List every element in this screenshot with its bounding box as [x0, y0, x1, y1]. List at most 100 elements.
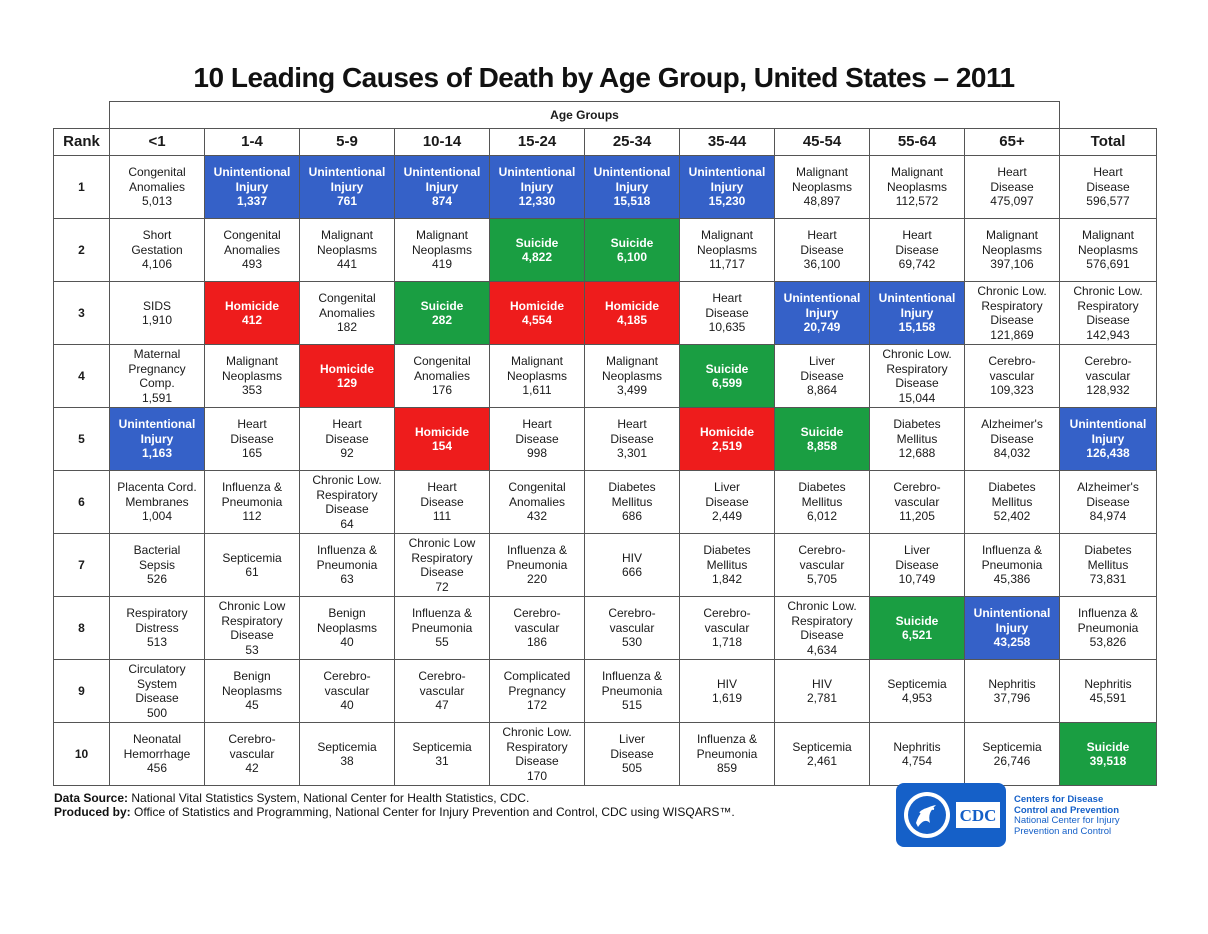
death-count: 353: [241, 383, 263, 398]
death-count: 3,301: [616, 446, 648, 461]
cause-cell: Unintentional Injury 1,163: [109, 407, 205, 471]
cause-cell: Respiratory Distress 513: [109, 596, 205, 660]
cause-name: Unintentional Injury: [308, 165, 386, 194]
cause-cell: Septicemia 61: [204, 533, 300, 597]
cause-cell: Benign Neoplasms 40: [299, 596, 395, 660]
cause-name: Nephritis: [1084, 676, 1132, 691]
death-count: 55: [435, 635, 449, 650]
cause-name: Unintentional Injury: [593, 165, 671, 194]
death-count: 12,330: [518, 194, 556, 209]
table-row: 4 Maternal Pregnancy Comp. 1,591 Malignant …: [53, 344, 1157, 408]
age-column-header: 35-44: [679, 128, 775, 156]
cause-name: Chronic Low. Respiratory Disease: [502, 725, 572, 768]
cause-name: Influenza & Pneumonia: [221, 480, 283, 509]
death-count: 2,461: [806, 754, 838, 768]
death-count: 576,691: [1086, 257, 1130, 272]
cause-name: Cerebro- vascular: [798, 543, 846, 572]
death-count: 112,572: [895, 194, 939, 209]
data-source-label: Data Source:: [54, 791, 129, 805]
death-count: 11,717: [709, 257, 745, 272]
death-count: 109,323: [990, 383, 1034, 398]
cause-name: Cerebro- vascular: [418, 669, 466, 698]
death-count: 475,097: [990, 194, 1034, 209]
cause-cell: Influenza & Pneumonia 515: [584, 659, 680, 723]
death-count: 4,554: [521, 313, 553, 327]
cause-cell: Heart Disease 111: [394, 470, 490, 534]
cause-cell: Nephritis 4,754: [869, 722, 965, 786]
cdc-logo-text: Centers for Disease Control and Preventi…: [1014, 794, 1120, 837]
cause-cell: Liver Disease 2,449: [679, 470, 775, 534]
age-column-header: <1: [109, 128, 205, 156]
death-count: 48,897: [803, 194, 841, 209]
cause-cell: Congenital Anomalies 182: [299, 281, 395, 345]
cause-name: Suicide: [420, 298, 464, 313]
rank-cell: 8: [53, 596, 110, 660]
cause-name: Suicide: [895, 613, 939, 628]
cause-name: Malignant Neoplasms: [791, 165, 853, 194]
death-count: 38: [340, 754, 354, 768]
death-count: 64: [340, 516, 354, 531]
cause-cell: Chronic Low. Respiratory Disease 121,869: [964, 281, 1060, 345]
cause-name: Heart Disease: [800, 228, 844, 257]
produced-by-text: Office of Statistics and Programming, Na…: [130, 805, 735, 819]
cause-cell: Unintentional Injury 874: [394, 155, 490, 219]
footer-notes: Data Source: National Vital Statistics S…: [54, 791, 735, 819]
cause-cell: Cerebro- vascular 5,705: [774, 533, 870, 597]
table-row: 1 Congenital Anomalies 5,013 Unintentional …: [53, 155, 1157, 219]
table-row: 2 Short Gestation 4,106 Congenital Anomalie…: [53, 218, 1157, 282]
data-source-line: Data Source: National Vital Statistics S…: [54, 791, 735, 805]
cause-name: Chronic Low. Respiratory Disease: [312, 473, 382, 516]
cause-cell: Suicide 4,822: [489, 218, 585, 282]
age-column-header: 15-24: [489, 128, 585, 156]
cause-name: Benign Neoplasms: [316, 606, 378, 635]
cause-cell: Malignant Neoplasms 48,897: [774, 155, 870, 219]
cause-name: Heart Disease: [230, 417, 274, 446]
death-count: 6,012: [806, 509, 838, 524]
cause-cell: Chronic Low Respiratory Disease 53: [204, 596, 300, 660]
cause-cell: SIDS 1,910: [109, 281, 205, 345]
cause-cell: Maternal Pregnancy Comp. 1,591: [109, 344, 205, 408]
cause-cell: Septicemia 26,746: [964, 722, 1060, 786]
cause-cell: Influenza & Pneumonia 220: [489, 533, 585, 597]
cause-name: Chronic Low Respiratory Disease: [218, 599, 286, 642]
death-count: 182: [336, 320, 358, 335]
table-row: 10 Neonatal Hemorrhage 456 Cerebro- vascula…: [53, 722, 1157, 786]
cause-name: Chronic Low. Respiratory Disease: [1073, 284, 1143, 327]
death-count: 40: [340, 698, 354, 713]
cause-name: Septicemia: [317, 739, 377, 754]
cause-cell: Malignant Neoplasms 1,611: [489, 344, 585, 408]
cause-name: Malignant Neoplasms: [886, 165, 948, 194]
cause-cell: Chronic Low. Respiratory Disease 64: [299, 470, 395, 534]
cause-cell: Heart Disease 69,742: [869, 218, 965, 282]
cause-name: Chronic Low. Respiratory Disease: [977, 284, 1047, 327]
cause-cell: Diabetes Mellitus 686: [584, 470, 680, 534]
column-header-row: Rank <1 1-4 5-9 10-14 15-24 25-34 35-44 45-54 55-…: [53, 128, 1157, 156]
death-count: 142,943: [1086, 327, 1130, 342]
rank-cell: 10: [53, 722, 110, 786]
death-count: 513: [146, 635, 168, 650]
cause-name: Septicemia: [792, 739, 852, 754]
cause-name: Nephritis: [988, 676, 1036, 691]
cause-name: Placenta Cord. Membranes: [117, 480, 197, 509]
cause-name: Chronic Low. Respiratory Disease: [882, 347, 952, 390]
death-count: 220: [526, 572, 548, 587]
cause-name: Diabetes Mellitus: [893, 417, 941, 446]
rank-cell: 3: [53, 281, 110, 345]
cause-cell: Heart Disease 10,635: [679, 281, 775, 345]
cause-name: Septicemia: [982, 739, 1042, 754]
cause-name: Cerebro- vascular: [988, 354, 1036, 383]
death-count: 5,705: [806, 572, 838, 587]
cause-name: Malignant Neoplasms: [696, 228, 758, 257]
death-count: 31: [435, 754, 449, 768]
cause-name: Heart Disease: [515, 417, 559, 446]
rank-cell: 2: [53, 218, 110, 282]
age-column-header: 25-34: [584, 128, 680, 156]
cause-cell: Suicide 6,521: [869, 596, 965, 660]
cause-name: Septicemia: [222, 550, 282, 565]
death-count: 874: [431, 194, 453, 209]
death-count: 6,599: [711, 376, 743, 390]
death-count: 165: [241, 446, 263, 461]
death-count: 493: [241, 257, 263, 272]
cause-name: Bacterial Sepsis: [133, 543, 181, 572]
death-count: 73,831: [1089, 572, 1127, 587]
